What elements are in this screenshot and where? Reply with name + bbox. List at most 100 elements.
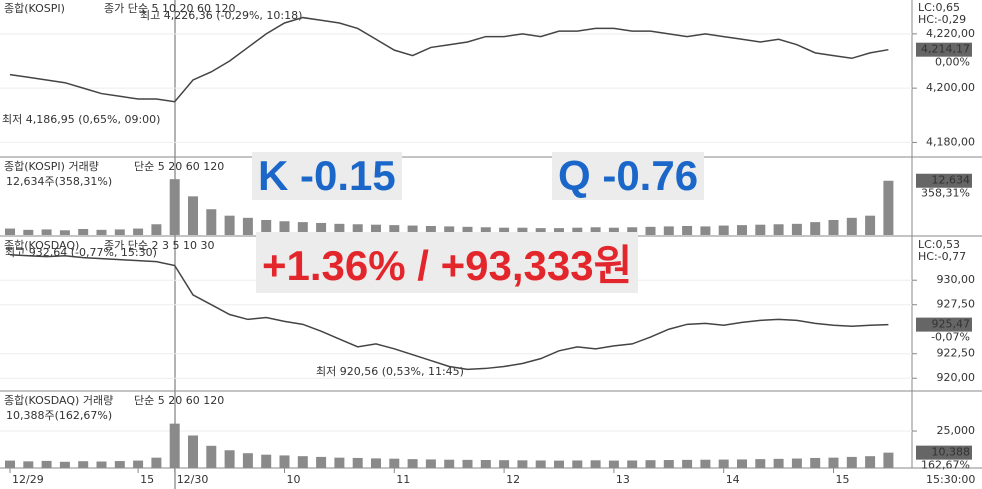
volume-bar [773, 224, 784, 235]
volume-bar [462, 226, 473, 235]
volume-bar [773, 458, 784, 468]
volume-bar [5, 228, 15, 235]
volume-bar [480, 460, 491, 468]
pane-title: 종합(KOSDAQ) 거래량 [4, 394, 113, 407]
volume-bar [554, 228, 564, 235]
volume-bar [334, 223, 345, 235]
volume-bar [517, 227, 528, 235]
volume-bar [645, 460, 656, 468]
last-box [916, 42, 972, 57]
low-label: 최저 4,186,95 (0,65%, 09:00) [2, 113, 160, 126]
volume-bar [78, 461, 89, 468]
overlay-kospi: K -0.15 [252, 152, 402, 200]
x-tick-label: 10 [287, 473, 301, 486]
volume-bar [828, 457, 839, 468]
lc-label: LC:0,65 [918, 1, 960, 14]
volume-bar [755, 224, 766, 235]
volume-bar [590, 227, 601, 235]
volume-bar [23, 461, 34, 468]
volume-bar [590, 460, 601, 468]
y-tick-label: 920,00 [937, 371, 976, 384]
volume-bar [242, 453, 253, 468]
volume-bar [883, 452, 894, 468]
time-label: 15:30:00 [926, 473, 975, 486]
volume-bar [169, 423, 180, 468]
volume-bar [572, 227, 583, 235]
volume-bar [444, 226, 455, 235]
change-label: 0,00% [935, 56, 970, 69]
volume-bar [261, 219, 272, 235]
price-line [9, 16, 889, 103]
volume-bar [828, 219, 839, 235]
volume-bar [133, 460, 144, 468]
volume-bar [663, 460, 674, 468]
volume-bar [700, 226, 711, 235]
volume-bar [371, 458, 381, 468]
volume-bar [352, 224, 363, 235]
change-label: 162,67% [921, 459, 970, 472]
volume-bar [846, 217, 857, 235]
volume-bar [41, 460, 52, 468]
pane-subtitle: 종가 단순 5 10 20 60 120 [104, 2, 235, 15]
lc-label: LC:0,53 [918, 238, 960, 251]
volume-bar [627, 227, 638, 235]
y-tick-label: 930,00 [937, 273, 976, 286]
volume-bar [316, 222, 327, 235]
volume-bar [316, 456, 327, 468]
volume-bar [462, 459, 473, 468]
x-tick-label: 11 [396, 473, 410, 486]
volume-bar [169, 179, 180, 235]
last-label: 10,388 [932, 446, 971, 459]
volume-bar [791, 223, 802, 235]
volume-bar [499, 227, 510, 235]
volume-bar [535, 228, 546, 235]
volume-bar [389, 225, 400, 235]
volume-bar [206, 445, 217, 468]
volume-bar [59, 230, 70, 235]
low-label: 최저 920,56 (0,53%, 11:45) [316, 365, 464, 378]
volume-bar [5, 460, 15, 468]
change-label: 358,31% [921, 187, 970, 200]
volume-bar [114, 229, 125, 235]
volume-bar [59, 461, 70, 468]
volume-bar [554, 460, 564, 468]
volume-bar [810, 222, 821, 235]
volume-bar [499, 460, 510, 468]
overlay-summary: +1.36% / +93,333원 [256, 232, 639, 293]
volume-bar [572, 460, 583, 468]
pane-subtitle: 종가 단순 2 3 5 10 30 [104, 239, 214, 252]
volume-bar [865, 215, 876, 235]
x-tick-label: 14 [726, 473, 740, 486]
pane-subtitle: 단순 5 20 60 120 [134, 394, 224, 407]
x-tick-label: 12/29 [12, 473, 44, 486]
pane-title: 종합(KOSPI) [4, 2, 65, 15]
volume-bar [279, 221, 290, 235]
last-box [916, 317, 972, 332]
x-tick-label: 12/30 [177, 473, 209, 486]
y-tick-label: 927,50 [937, 298, 976, 311]
last-label: 12,634 [932, 174, 971, 187]
volume-bar [425, 225, 436, 235]
last-box [916, 445, 972, 460]
volume-bar [151, 457, 162, 468]
volume-bar [352, 457, 363, 468]
volume-bar [791, 458, 802, 468]
y-tick-label: 922,50 [937, 347, 976, 360]
volume-bar [297, 456, 308, 468]
high-label: 최고 4,226,36 (-0,29%, 10:18) [140, 9, 302, 22]
y-tick-label: 4,180,00 [926, 135, 975, 148]
volume-bar [23, 229, 34, 235]
volume-bar [133, 228, 144, 235]
volume-bar [663, 226, 674, 235]
volume-bar [242, 217, 253, 235]
volume-bar [114, 461, 125, 468]
x-tick-label: 13 [616, 473, 630, 486]
volume-bar [224, 215, 235, 235]
volume-bar [700, 459, 711, 468]
volume-text: 10,388주(162,67%) [6, 409, 112, 422]
volume-bar [480, 227, 491, 235]
y-tick-label: 25,000 [937, 424, 976, 437]
x-tick-label: 15 [836, 473, 850, 486]
